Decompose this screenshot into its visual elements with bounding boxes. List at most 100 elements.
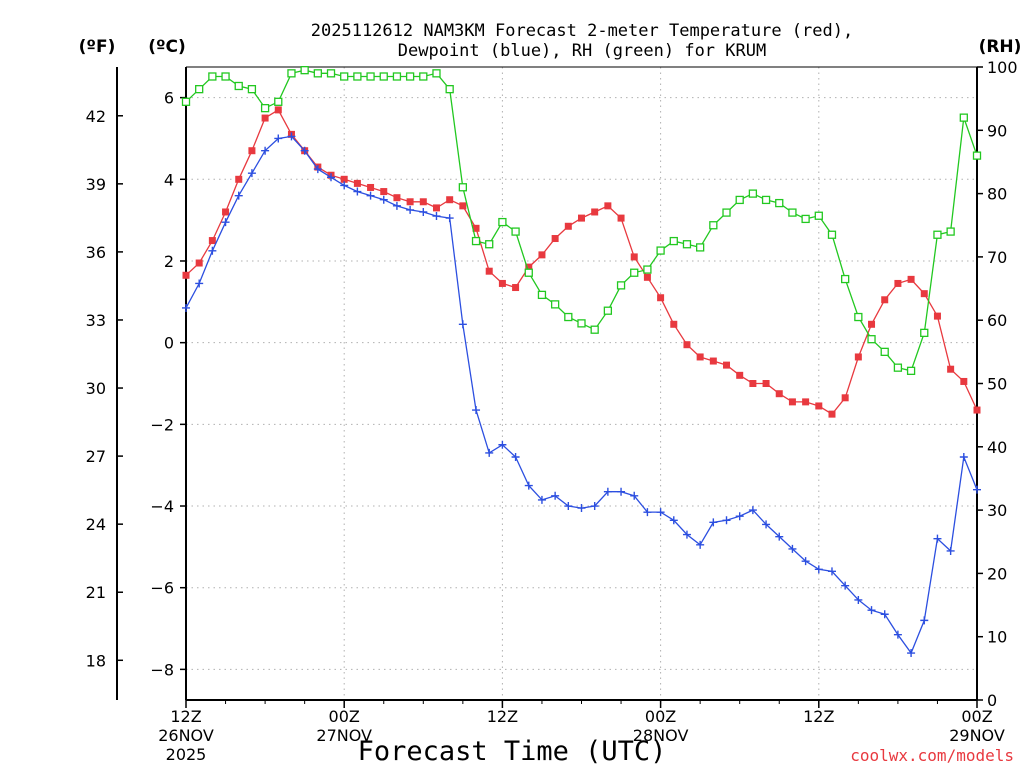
dewpoint-point bbox=[340, 181, 349, 190]
dewpoint-point bbox=[722, 516, 731, 525]
rh-point bbox=[761, 195, 771, 205]
dewpoint-point bbox=[603, 487, 612, 496]
dewpoint-point bbox=[617, 487, 626, 496]
dewpoint-point bbox=[748, 506, 757, 515]
fahrenheit-tick-label: 21 bbox=[86, 583, 106, 602]
celsius-tick-label: 6 bbox=[164, 89, 174, 108]
temperature-point bbox=[248, 147, 256, 155]
rh-point bbox=[379, 72, 388, 81]
rh-point bbox=[748, 189, 758, 198]
temperature-point bbox=[551, 235, 559, 243]
rh-point bbox=[722, 208, 731, 217]
rh-point bbox=[893, 363, 903, 372]
temperature-point bbox=[538, 251, 546, 259]
rh-point bbox=[485, 240, 494, 249]
temperature-point bbox=[630, 253, 638, 261]
rh-tick-label: 60 bbox=[987, 311, 1007, 330]
rh-point bbox=[735, 195, 744, 205]
dewpoint-point bbox=[775, 532, 784, 541]
rh-tick-label: 50 bbox=[987, 375, 1007, 394]
temperature-point bbox=[274, 106, 282, 114]
dewpoint-point bbox=[801, 557, 810, 566]
fahrenheit-tick-label: 42 bbox=[86, 107, 106, 126]
series-rh bbox=[181, 66, 982, 375]
temperature-point bbox=[933, 312, 941, 320]
dewpoint-point bbox=[551, 491, 560, 500]
temperature-point bbox=[498, 279, 506, 287]
dewpoint-point bbox=[814, 565, 823, 574]
fahrenheit-tick-label: 36 bbox=[86, 243, 106, 262]
celsius-tick-label: −2 bbox=[150, 415, 174, 434]
dewpoint-point bbox=[827, 567, 836, 576]
rh-point bbox=[208, 72, 217, 81]
temperature-point bbox=[261, 114, 269, 122]
temperature-point bbox=[195, 259, 203, 267]
fahrenheit-tick-label: 18 bbox=[86, 651, 106, 670]
temperature-point bbox=[657, 294, 665, 302]
temperature-point bbox=[670, 320, 678, 328]
rh-point bbox=[590, 325, 599, 334]
temperature-point bbox=[432, 204, 440, 212]
rh-tick-label: 100 bbox=[987, 58, 1018, 77]
dewpoint-point bbox=[406, 205, 415, 214]
dewpoint-point bbox=[274, 134, 283, 143]
temperature-point bbox=[406, 198, 414, 206]
dewpoint-point bbox=[221, 218, 230, 227]
rh-point bbox=[498, 217, 507, 227]
fahrenheit-tick-label: 33 bbox=[86, 311, 106, 330]
rh-point bbox=[959, 113, 968, 122]
dewpoint-point bbox=[432, 212, 441, 221]
fahrenheit-axis-label: (ºF) bbox=[79, 37, 116, 57]
fahrenheit-tick-label: 24 bbox=[86, 515, 106, 534]
y-tick-labels: 6420−2−4−6−84239363330272421181009080706… bbox=[86, 58, 1018, 710]
rh-tick-label: 30 bbox=[987, 501, 1007, 520]
dewpoint-point bbox=[537, 495, 546, 504]
temperature-point bbox=[775, 390, 783, 398]
rh-point bbox=[511, 227, 520, 236]
temperature-point bbox=[472, 224, 480, 232]
temperature-point bbox=[617, 214, 625, 222]
dewpoint-point bbox=[696, 540, 705, 549]
dewpoint-point bbox=[234, 191, 243, 200]
rh-point bbox=[181, 97, 191, 106]
dewpoint-point bbox=[366, 191, 375, 200]
x-tick-label: 12Z bbox=[170, 707, 201, 726]
temperature-point bbox=[578, 214, 585, 222]
x-tick-label: 12Z bbox=[803, 707, 834, 726]
rh-point bbox=[564, 312, 573, 322]
rh-point bbox=[669, 236, 678, 246]
dewpoint-point bbox=[854, 595, 863, 604]
dewpoint-point bbox=[933, 534, 942, 543]
x-tick-label: 28NOV bbox=[633, 726, 689, 745]
celsius-tick-label: −8 bbox=[150, 660, 174, 679]
temperature-point bbox=[235, 175, 243, 183]
rh-point bbox=[946, 227, 955, 236]
series-dewpoint bbox=[182, 132, 981, 658]
dewpoint-point bbox=[656, 508, 665, 517]
temperature-point bbox=[182, 271, 190, 279]
dewpoint-point bbox=[946, 546, 955, 555]
rh-point bbox=[867, 335, 876, 344]
rh-point bbox=[814, 211, 823, 220]
x-tick-label: 26NOV bbox=[158, 726, 214, 745]
rh-point bbox=[392, 72, 402, 81]
dewpoint-point bbox=[247, 169, 256, 178]
fahrenheit-tick-label: 30 bbox=[86, 379, 106, 398]
temperature-point bbox=[749, 380, 757, 387]
rh-point bbox=[709, 221, 718, 230]
dewpoint-point bbox=[392, 201, 401, 210]
rh-point bbox=[537, 290, 547, 300]
dewpoint-point bbox=[458, 320, 467, 329]
temperature-point bbox=[419, 198, 427, 206]
temperature-point bbox=[446, 196, 454, 204]
rh-point bbox=[340, 72, 349, 81]
rh-point bbox=[854, 312, 863, 322]
celsius-tick-label: 0 bbox=[164, 334, 174, 353]
celsius-tick-label: −6 bbox=[150, 579, 174, 598]
rh-point bbox=[471, 236, 481, 246]
rh-point bbox=[603, 306, 613, 315]
dewpoint-point bbox=[379, 195, 388, 204]
rh-point bbox=[432, 69, 441, 78]
